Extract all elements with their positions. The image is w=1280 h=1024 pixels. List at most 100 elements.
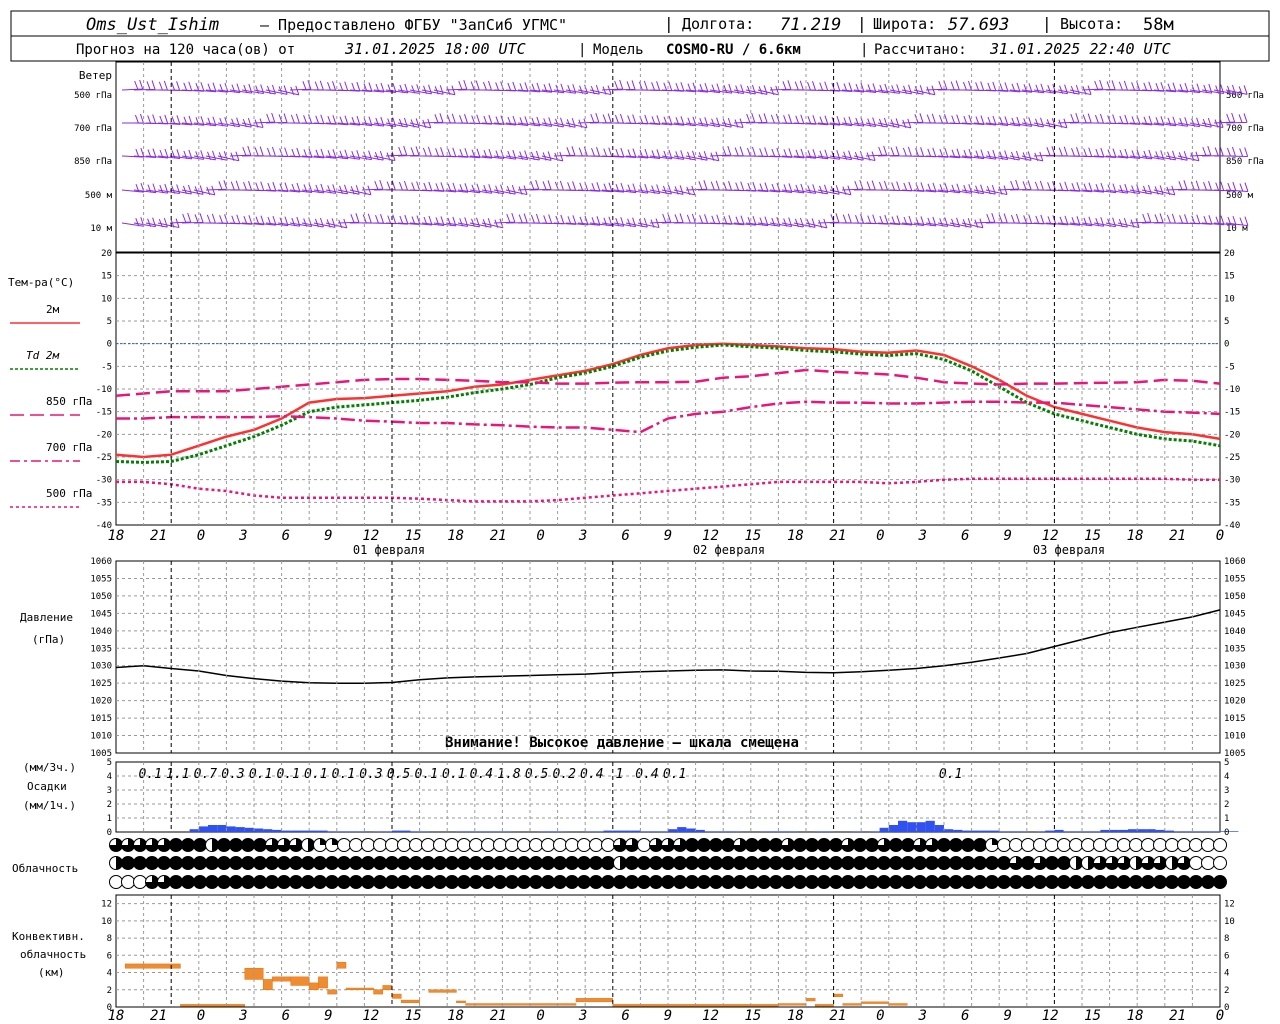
cloud-cell [829, 838, 843, 852]
x-tick-label-bottom: 21 [490, 1008, 507, 1024]
temp-y-tick-right: 5 [1224, 317, 1229, 327]
pressure-title: Давление [20, 611, 73, 624]
cloud-cell [349, 838, 363, 852]
cloud-cell [613, 856, 627, 870]
legend-label: Td 2м [26, 349, 59, 362]
cloud-cell [733, 856, 747, 870]
x-tick-label-bottom: 21 [1169, 1008, 1186, 1024]
pressure-y-tick: 1015 [90, 714, 112, 724]
x-tick-label: 0 [876, 528, 884, 544]
x-tick-label: 21 [1169, 528, 1186, 544]
cloud-cell [769, 856, 783, 870]
conv-y-tick-right: 0 [1224, 1003, 1229, 1013]
conv-y-tick-right: 12 [1224, 900, 1235, 910]
cloud-cell [937, 838, 951, 852]
cloud-cell [1213, 856, 1227, 870]
precip-unit-1h: (мм/1ч.) [23, 799, 76, 812]
x-tick-label: 0 [536, 528, 544, 544]
wind-barb [1225, 147, 1249, 157]
cloud-cell [277, 838, 291, 852]
pressure-y-tick: 1040 [90, 627, 112, 637]
wind-barb [841, 179, 864, 191]
x-tick-label: 15 [405, 528, 422, 544]
cloud-cell [649, 875, 663, 889]
svg-text:|: | [664, 14, 674, 33]
temp-y-tick: 15 [101, 272, 112, 282]
precip-bar [327, 831, 337, 832]
convective-cloud-bar [502, 1003, 577, 1006]
temp-y-tick-right: -5 [1224, 362, 1235, 372]
wind-barb [937, 217, 960, 228]
wind-barb [997, 150, 1020, 161]
cloud-cell [493, 875, 507, 889]
cloud-cell [445, 856, 459, 870]
calculated-time: 31.01.2025 22:40 UTC [989, 40, 1171, 58]
pressure-y-tick-right: 1005 [1224, 749, 1246, 759]
cloud-cell [817, 875, 831, 889]
convective-cloud-bar [124, 963, 181, 969]
wind-barb [385, 117, 408, 128]
precip-bar [1008, 831, 1018, 832]
cloud-cell [877, 856, 891, 870]
cloud-cell [817, 838, 831, 852]
wind-barb [1225, 85, 1248, 95]
wind-barb [865, 117, 888, 128]
precip-total-label: 0.4 [580, 767, 603, 782]
cloud-cell [1045, 856, 1059, 870]
x-tick-label-bottom: 3 [238, 1008, 247, 1024]
cloud-cell [805, 856, 819, 870]
temp-y-tick-right: 15 [1224, 272, 1235, 282]
cloud-cell [637, 838, 651, 852]
cloud-cell [1057, 838, 1071, 852]
precip-bar [934, 825, 944, 832]
cloud-cell [337, 856, 351, 870]
cloud-cell [109, 856, 123, 870]
cloud-cell [601, 856, 615, 870]
cloud-cell [841, 856, 855, 870]
precip-bar [548, 831, 558, 832]
cloud-cell [817, 856, 831, 870]
precip-bar [1109, 829, 1119, 832]
cloud-cell [961, 875, 975, 889]
precip-y-tick-right: 2 [1224, 800, 1229, 810]
wind-barb [1057, 112, 1080, 124]
cloud-cell [745, 875, 759, 889]
wind-barb [409, 84, 432, 95]
precip-bar [419, 831, 429, 832]
cloud-cell [193, 838, 207, 852]
legend-label: 700 гПа [46, 441, 92, 454]
cloud-cell [1201, 875, 1215, 889]
precip-bar [990, 830, 1000, 832]
precip-bar [1072, 831, 1082, 832]
x-tick-label-bottom: 6 [621, 1008, 629, 1024]
wind-barb [781, 217, 804, 228]
precip-bar [484, 831, 494, 832]
x-tick-label-bottom: 15 [1084, 1008, 1101, 1024]
temp-y-tick-right: -35 [1224, 498, 1240, 508]
cloud-cell [673, 838, 687, 852]
precip-total-label: 0.1 [304, 767, 327, 782]
temp-y-tick-right: -20 [1224, 430, 1240, 440]
cloud-cell [493, 838, 507, 852]
cloud-cell [1189, 856, 1203, 870]
model-value: COSMO-RU / 6.6км [666, 42, 801, 58]
wind-barb [1225, 182, 1249, 193]
cloud-cell [673, 875, 687, 889]
conv-y-tick: 10 [101, 917, 112, 927]
cloud-cell [1021, 856, 1035, 870]
cloud-cell [181, 875, 195, 889]
cloud-cell [361, 856, 375, 870]
precip-y-tick: 2 [107, 800, 112, 810]
cloud-cell [997, 875, 1011, 889]
precip-total-label: 0.1 [939, 767, 962, 782]
precip-bar [346, 831, 356, 832]
header-row-1 [10, 10, 1270, 37]
precip-bar [1229, 831, 1239, 832]
cloud-cell [1117, 856, 1131, 870]
cloud-cell [709, 838, 723, 852]
cloud-cell [469, 856, 483, 870]
cloud-cell [385, 875, 399, 889]
date-label: 03 февраля [1033, 543, 1105, 557]
wind-barb [1081, 113, 1104, 124]
cloud-cell [577, 856, 591, 870]
